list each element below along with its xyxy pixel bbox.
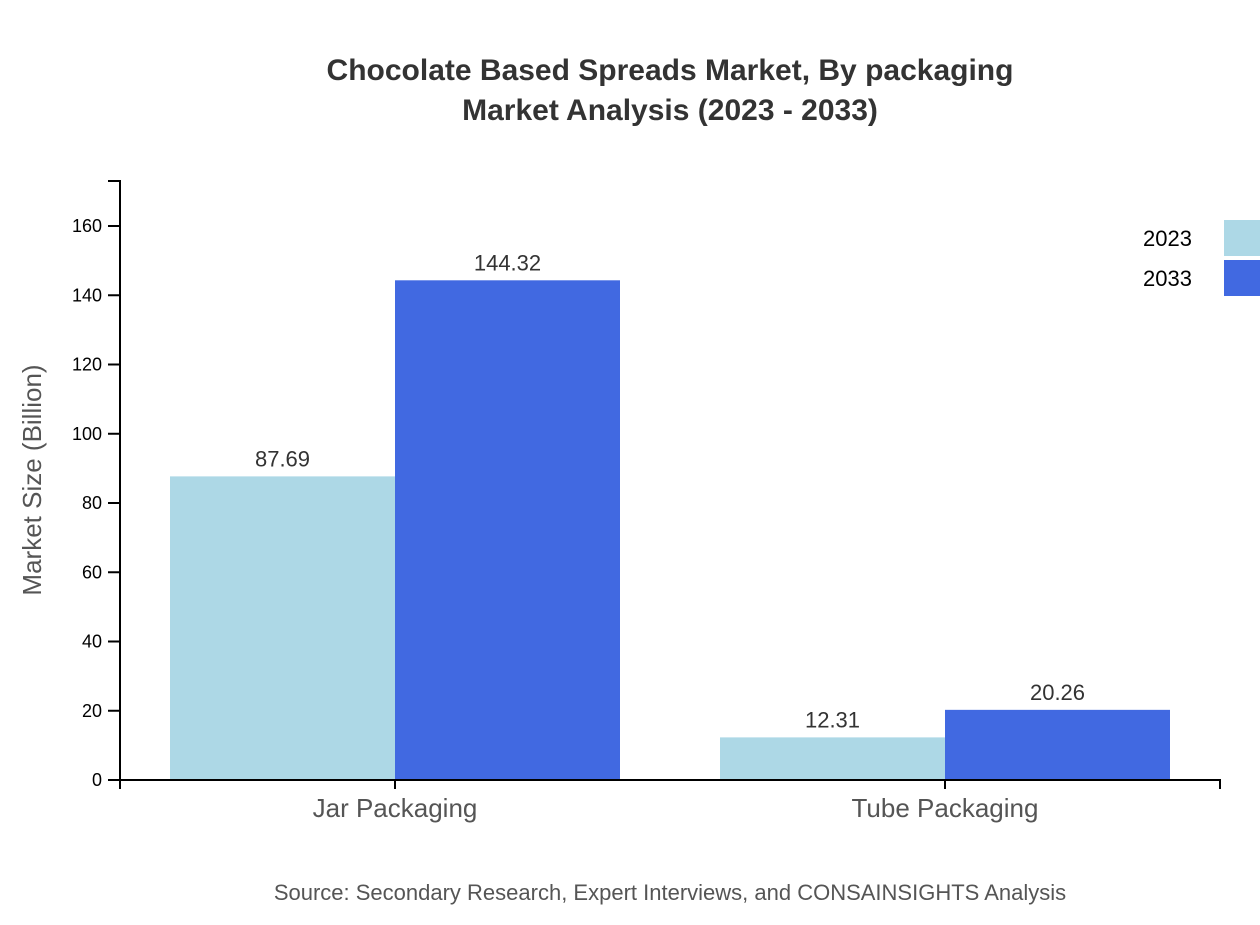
legend-label-2033: 2033 bbox=[1143, 266, 1192, 291]
data-label: 87.69 bbox=[255, 446, 310, 471]
x-axis bbox=[119, 779, 1221, 789]
bar-2023-tube-packaging bbox=[720, 737, 945, 780]
bar-2033-tube-packaging bbox=[945, 709, 1170, 780]
legend-swatch-2033 bbox=[1224, 260, 1260, 296]
y-tick-label: 160 bbox=[72, 216, 102, 236]
y-axis bbox=[108, 180, 121, 781]
y-tick-label: 120 bbox=[72, 355, 102, 375]
legend-label-2023: 2023 bbox=[1143, 226, 1192, 251]
x-tick-label: Tube Packaging bbox=[852, 793, 1039, 823]
bar-2033-jar-packaging bbox=[395, 280, 620, 780]
bar-2023-jar-packaging bbox=[170, 476, 395, 780]
source-note: Source: Secondary Research, Expert Inter… bbox=[274, 880, 1066, 905]
y-tick-label: 100 bbox=[72, 424, 102, 444]
x-tick-label: Jar Packaging bbox=[313, 793, 478, 823]
chart-title-line2: Market Analysis (2023 - 2033) bbox=[462, 94, 878, 127]
y-tick-label: 0 bbox=[92, 770, 102, 790]
chart-title-line1: Chocolate Based Spreads Market, By packa… bbox=[327, 54, 1014, 87]
y-tick-label: 40 bbox=[82, 632, 102, 652]
y-tick-label: 80 bbox=[82, 493, 102, 513]
y-tick-label: 20 bbox=[82, 701, 102, 721]
y-tick-label: 140 bbox=[72, 285, 102, 305]
y-axis-label: Market Size (Billion) bbox=[17, 364, 47, 595]
data-label: 144.32 bbox=[474, 250, 541, 275]
data-label: 20.26 bbox=[1030, 680, 1085, 705]
legend-swatch-2023 bbox=[1224, 220, 1260, 256]
y-tick-label: 60 bbox=[82, 562, 102, 582]
data-label: 12.31 bbox=[805, 707, 860, 732]
